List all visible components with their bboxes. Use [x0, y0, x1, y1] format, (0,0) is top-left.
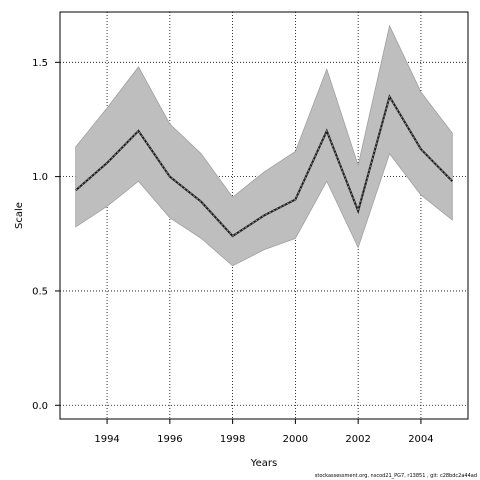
- x-tick-label: 1998: [220, 434, 245, 445]
- x-tick-label: 2000: [283, 434, 308, 445]
- y-axis-label: Scale: [14, 202, 25, 229]
- confidence-band: [75, 24, 453, 267]
- confidence-band-area: [75, 24, 453, 267]
- x-tick-label: 2002: [345, 434, 370, 445]
- y-tick-label: 0.5: [32, 286, 48, 297]
- y-tick-label: 0.0: [32, 401, 48, 412]
- series-lines: [75, 94, 454, 238]
- y-axis-ticks: 0.0 0.5 1.0 1.5: [32, 58, 60, 412]
- footer-credit: stockassessment.org, nscod21_PG7, r13851…: [314, 473, 477, 479]
- x-tick-label: 1996: [157, 434, 182, 445]
- estimate-line-dash: [75, 95, 453, 237]
- y-tick-label: 1.0: [32, 172, 48, 183]
- x-tick-label: 1994: [94, 434, 119, 445]
- plot-frame: [59, 11, 469, 420]
- x-axis-ticks: 1994 1996 1998 2000 2002 2004: [94, 419, 434, 445]
- x-tick-label: 2004: [408, 434, 433, 445]
- y-tick-label: 1.5: [32, 58, 48, 69]
- x-axis-label: Years: [250, 458, 277, 469]
